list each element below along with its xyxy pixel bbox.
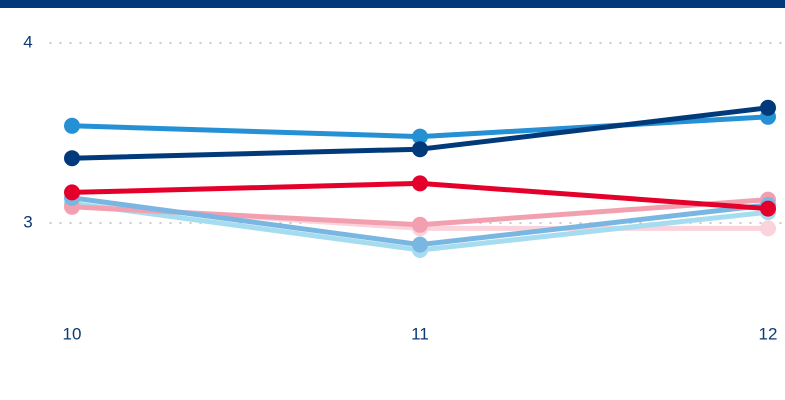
x-tick-label: 12: [759, 324, 778, 343]
top-bar: [0, 0, 785, 8]
data-point: [760, 99, 776, 116]
data-point: [412, 141, 428, 158]
data-point: [412, 236, 428, 253]
x-tick-label: 10: [63, 324, 82, 343]
x-tick-label: 11: [411, 324, 429, 343]
data-point: [64, 150, 80, 167]
data-point: [412, 216, 428, 233]
y-tick-label: 4: [23, 32, 32, 51]
data-point: [760, 200, 776, 217]
y-tick-label: 3: [23, 212, 32, 231]
data-point: [412, 175, 428, 192]
data-point: [64, 117, 80, 134]
data-point: [760, 220, 776, 237]
data-point: [64, 184, 80, 201]
data-point: [412, 128, 428, 145]
